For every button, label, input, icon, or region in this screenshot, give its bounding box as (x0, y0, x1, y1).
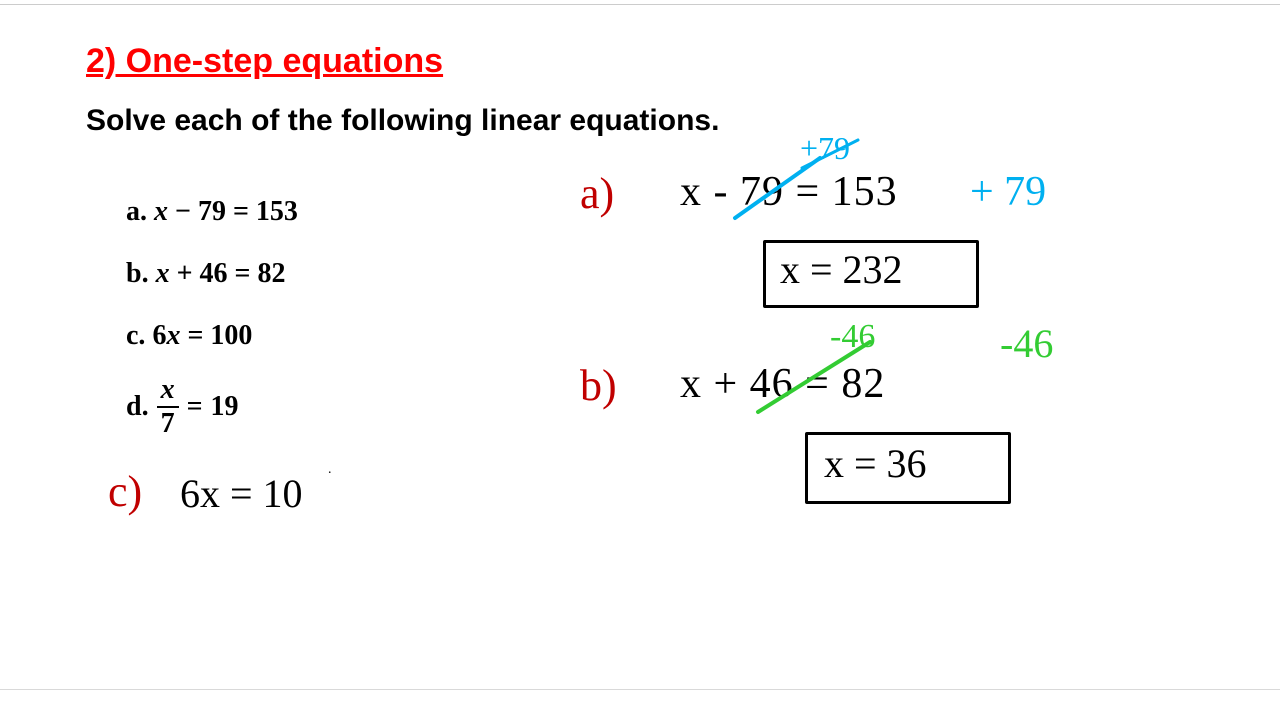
work-a-equation: x - 79 = 153 (680, 168, 898, 216)
problem-c-prefix: c. (126, 320, 145, 351)
work-b-equation: x + 46 = 82 (680, 360, 885, 408)
work-a-answer: x = 232 (780, 246, 903, 293)
instruction-text: Solve each of the following linear equat… (86, 104, 719, 138)
work-b-sub-right: -46 (1000, 320, 1053, 367)
problem-a-prefix: a. (126, 196, 147, 227)
dot-icon: . (328, 462, 332, 478)
fraction-denominator: 7 (157, 408, 179, 438)
section-title: 2) One-step equations (86, 42, 443, 81)
divider-top (0, 4, 1280, 5)
work-a-add-top: +79 (800, 130, 850, 167)
problem-b: b. x + 46 = 82 (126, 258, 286, 290)
problem-d-prefix: d. (126, 391, 149, 423)
fraction-icon: x 7 (157, 376, 179, 438)
fraction-numerator: x (157, 376, 179, 408)
divider-bottom (0, 689, 1280, 690)
problem-d: d. x 7 = 19 (126, 376, 239, 438)
problem-a: a. x − 79 = 153 (126, 196, 298, 228)
work-a-label: a) (580, 168, 614, 219)
problem-c: c. 6x = 100 (126, 320, 252, 352)
problem-d-rhs: 19 (211, 391, 239, 423)
problem-b-prefix: b. (126, 258, 149, 289)
work-b-label: b) (580, 360, 617, 411)
work-c-label: c) (108, 466, 142, 517)
work-b-answer: x = 36 (824, 440, 927, 487)
problem-d-equals: = (187, 391, 203, 423)
work-b-sub-top: -46 (830, 318, 875, 356)
work-a-add-right: + 79 (970, 168, 1046, 216)
work-c-equation: 6x = 10 (180, 470, 303, 517)
